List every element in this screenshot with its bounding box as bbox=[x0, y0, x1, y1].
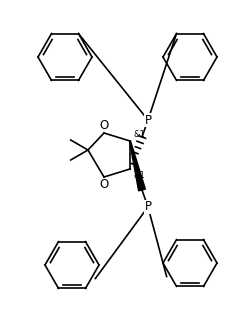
Text: O: O bbox=[99, 119, 109, 132]
Text: O: O bbox=[99, 178, 109, 191]
Text: &1: &1 bbox=[133, 130, 145, 139]
Polygon shape bbox=[129, 141, 145, 191]
Text: &1: &1 bbox=[133, 171, 145, 180]
Text: P: P bbox=[145, 201, 152, 214]
Text: P: P bbox=[145, 113, 152, 126]
